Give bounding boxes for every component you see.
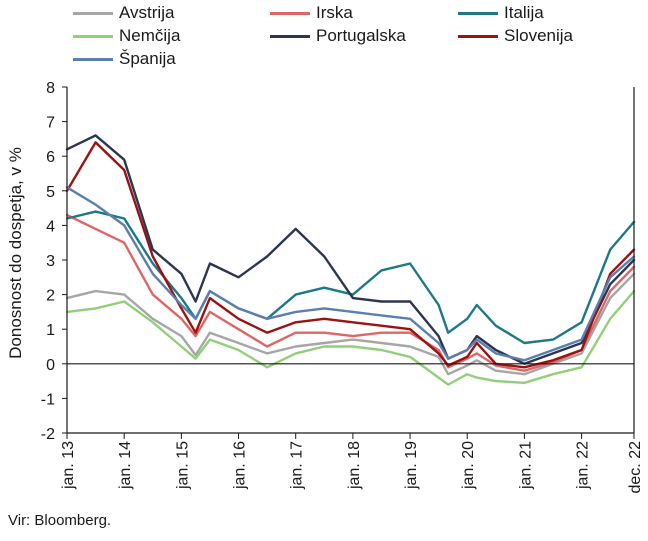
x-tick-label: jan. 14 — [117, 441, 134, 490]
series-line-6 — [65, 186, 636, 362]
series-line-5 — [65, 141, 636, 369]
y-tick-label: 3 — [46, 253, 55, 270]
legend-swatch — [270, 34, 310, 38]
legend-swatch — [458, 34, 498, 38]
axes-layer: -2 -1 0 1 2 3 4 5 6 7 8 jan. 13 jan. 14 jan. 15 jan. 1… — [41, 80, 644, 493]
legend-swatch — [270, 11, 310, 15]
legend-item: Španija — [73, 49, 176, 69]
legend-item: Slovenija — [458, 26, 573, 46]
legend-item: Nemčija — [73, 26, 180, 46]
x-tick-label: dec. 22 — [627, 441, 644, 494]
y-tick-label: -2 — [41, 426, 55, 443]
y-tick-label: 4 — [46, 218, 55, 235]
x-tick-label: jan. 21 — [517, 441, 534, 490]
legend-label: Slovenija — [504, 26, 573, 45]
legend-label: Italija — [504, 3, 544, 22]
legend-swatch — [73, 11, 113, 15]
series-layer — [65, 134, 636, 386]
x-tick-label: jan. 22 — [575, 441, 592, 490]
series-line-1 — [65, 213, 636, 372]
series-line-4 — [65, 134, 636, 365]
x-tick-label: jan. 15 — [174, 441, 191, 490]
source-note: Vir: Bloomberg. — [8, 512, 112, 529]
x-tick-label: jan. 18 — [346, 441, 363, 490]
series-line-0 — [65, 272, 636, 376]
legend-label: Španija — [119, 49, 176, 68]
y-tick-label: -1 — [41, 391, 55, 408]
x-tick-label: jan. 16 — [232, 441, 249, 490]
y-axis-label: Donosnost do dospetja, v % — [6, 147, 25, 359]
legend-item: Avstrija — [73, 3, 174, 23]
legend-item: Irska — [270, 3, 353, 23]
legend-swatch — [73, 34, 113, 38]
legend-item: Portugalska — [270, 26, 406, 46]
legend-label: Avstrija — [119, 3, 175, 22]
x-tick-label: jan. 19 — [403, 441, 420, 490]
series-line-2 — [65, 210, 636, 345]
y-tick-label: 8 — [46, 80, 55, 97]
series-line-3 — [65, 289, 636, 386]
legend-label: Portugalska — [316, 26, 406, 45]
y-tick-label: 0 — [46, 357, 55, 374]
x-tick-label: jan. 13 — [60, 441, 77, 490]
x-tick-label: jan. 20 — [460, 441, 477, 490]
y-tick-label: 7 — [46, 115, 55, 132]
legend-swatch — [458, 11, 498, 15]
legend-label: Nemčija — [119, 26, 181, 45]
x-tick-label: jan. 17 — [289, 441, 306, 490]
legend-swatch — [73, 57, 113, 61]
legend-item: Italija — [458, 3, 544, 23]
y-tick-label: 5 — [46, 184, 55, 201]
y-tick-label: 6 — [46, 149, 55, 166]
y-tick-label: 1 — [46, 322, 55, 339]
legend-label: Irska — [316, 3, 353, 22]
y-tick-label: 2 — [46, 288, 55, 305]
